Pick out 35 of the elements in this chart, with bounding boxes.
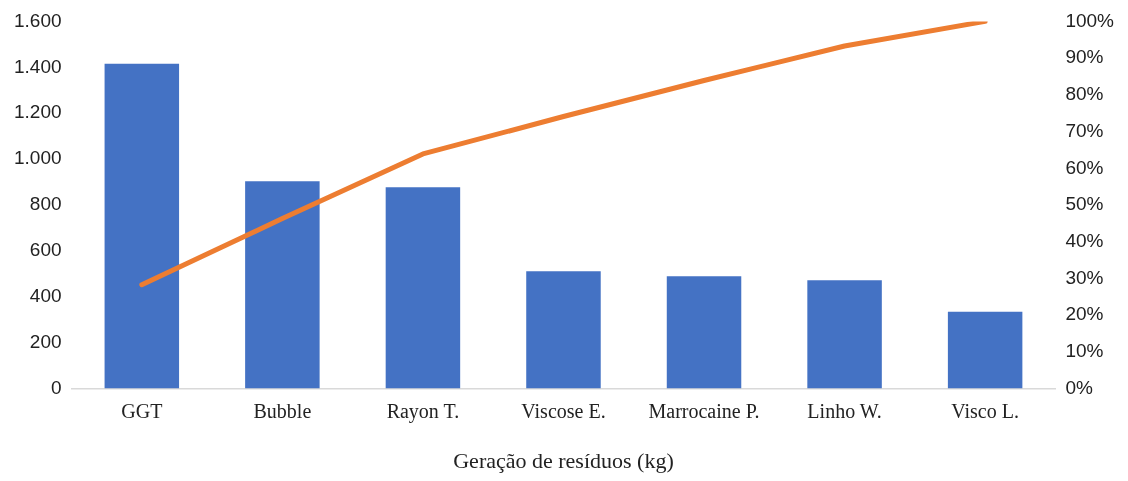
bar	[526, 271, 601, 389]
y2-tick-label: 70%	[1065, 119, 1104, 141]
y2-tick-label: 10%	[1065, 340, 1104, 362]
y2-tick-label: 30%	[1065, 266, 1104, 288]
y-tick-label: 1.600	[14, 9, 62, 31]
x-tick-label: Rayon T.	[386, 399, 460, 423]
y2-tick-label: 20%	[1065, 303, 1104, 325]
x-tick-label: Linho W.	[807, 399, 882, 422]
bar	[947, 311, 1023, 389]
y2-tick-label: 100%	[1065, 9, 1115, 31]
y2-tick-label: 90%	[1065, 46, 1104, 68]
x-tick-label: Marrocaine P.	[648, 399, 760, 422]
x-tick-label: Bubble	[253, 399, 312, 422]
y-tick-label: 0	[50, 376, 62, 398]
x-tick-label: Viscose E.	[521, 399, 606, 422]
bar	[807, 280, 882, 389]
y2-tick-label: 80%	[1065, 83, 1104, 105]
y-tick-label: 400	[29, 285, 62, 307]
x-tick-label: GGT	[121, 399, 163, 422]
y2-tick-label: 50%	[1065, 193, 1104, 215]
y-tick-label: 600	[29, 239, 62, 261]
y-tick-label: 1.200	[14, 101, 62, 123]
y-tick-label: 800	[29, 193, 62, 215]
y2-tick-label: 0%	[1065, 376, 1093, 398]
bar	[104, 63, 180, 389]
x-axis-title: Geração de resíduos (kg)	[453, 447, 674, 473]
y-tick-label: 200	[29, 330, 62, 352]
bar	[385, 187, 461, 389]
x-tick-label: Visco L.	[951, 399, 1019, 422]
bar	[666, 276, 742, 389]
bar	[245, 181, 320, 389]
y2-tick-label: 40%	[1065, 229, 1104, 251]
y-tick-label: 1.000	[14, 147, 62, 169]
y2-tick-label: 60%	[1065, 156, 1104, 178]
y-tick-label: 1.400	[14, 55, 62, 77]
